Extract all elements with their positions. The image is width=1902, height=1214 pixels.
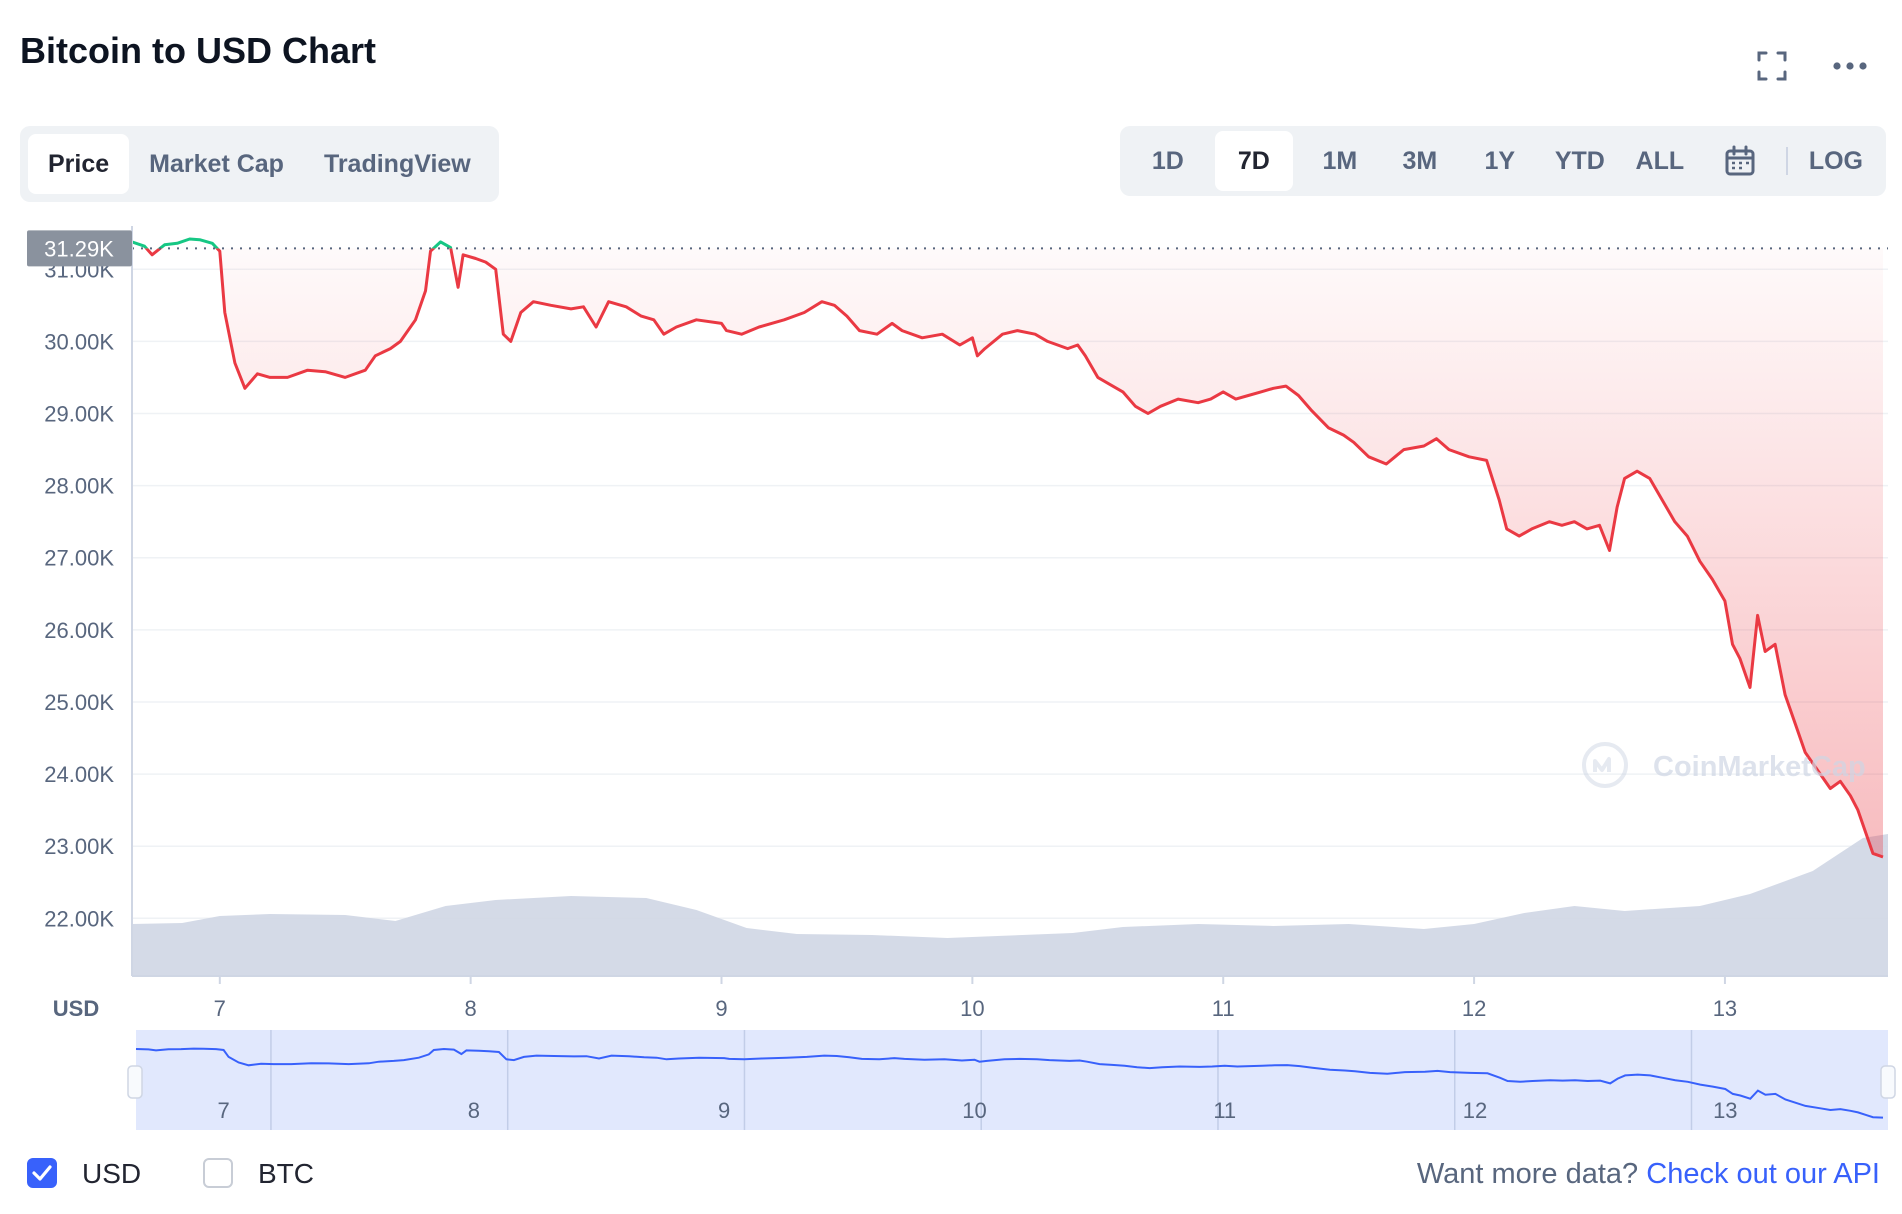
price-chart: 22.00K 23.00K 24.00K 25.00K 26.00K 27.00K 28.0… (27, 226, 1896, 1130)
range-7d-button[interactable]: 7D (1214, 131, 1293, 191)
reference-badge-label: 31.29K (44, 236, 114, 261)
x-tick-label: 12 (1462, 996, 1486, 1021)
tab-market-cap[interactable]: Market Cap (149, 149, 284, 178)
range-all-button[interactable]: ALL (1635, 146, 1685, 175)
y-tick-label: 25.00K (44, 690, 114, 715)
page-title: Bitcoin to USD Chart (20, 30, 376, 71)
navigator-tick-label: 10 (962, 1098, 986, 1123)
y-tick-label: 28.00K (44, 474, 114, 499)
navigator-range[interactable] (136, 1030, 1888, 1130)
range-3m-button[interactable]: 3M (1402, 146, 1438, 175)
x-tick-label: 9 (715, 996, 727, 1021)
coinmarketcap-watermark (1582, 742, 1628, 788)
volume-area (132, 834, 1888, 976)
range-1d-button[interactable]: 1D (1151, 146, 1184, 175)
fullscreen-icon (1757, 51, 1787, 81)
x-tick-label: 11 (1212, 996, 1235, 1021)
navigator-tick-label: 13 (1713, 1098, 1737, 1123)
y-tick-label: 23.00K (44, 834, 114, 859)
log-scale-button[interactable]: LOG (1808, 146, 1863, 175)
navigator-tick-label: 8 (468, 1098, 480, 1123)
usd-checkbox-label: USD (82, 1158, 142, 1189)
fullscreen-button[interactable] (1742, 36, 1802, 96)
reference-badge (27, 230, 132, 267)
price-series-line-below (144, 248, 1884, 859)
navigator-tick-label: 7 (217, 1098, 229, 1123)
x-tick-label: 13 (1713, 996, 1737, 1021)
x-tick-label: 10 (960, 996, 984, 1021)
checkmark-icon (32, 1165, 52, 1181)
api-link[interactable]: Check out our API (1646, 1158, 1880, 1190)
navigator-handle-right[interactable] (1880, 1065, 1896, 1099)
api-prompt-text: Want more data? (1416, 1158, 1639, 1190)
btc-checkbox-label: BTC (258, 1158, 314, 1189)
api-promo: Want more data? Check out our API (1417, 1158, 1880, 1191)
y-tick-label: 30.00K (44, 329, 114, 354)
range-1m-button[interactable]: 1M (1322, 146, 1358, 175)
usd-checkbox[interactable] (27, 1158, 57, 1188)
series-group (132, 237, 1884, 859)
y-tick-label: 26.00K (44, 618, 114, 643)
y-tick-label: 22.00K (44, 906, 114, 931)
navigator-tick-label: 11 (1213, 1098, 1236, 1123)
series-fill-below (132, 248, 1883, 857)
chart-view-tabs: Price Market Cap TradingView (20, 126, 499, 202)
range-divider (1785, 147, 1788, 175)
calendar-icon (1725, 145, 1755, 176)
y-tick-label: 29.00K (44, 402, 114, 427)
more-horizontal-icon (1833, 62, 1867, 70)
range-1y-button[interactable]: 1Y (1484, 146, 1516, 175)
navigator-tick-label: 9 (718, 1098, 730, 1123)
navigator-tick-label: 12 (1463, 1098, 1487, 1123)
tab-tradingview[interactable]: TradingView (323, 149, 471, 178)
more-options-button[interactable] (1820, 36, 1880, 96)
calendar-button[interactable] (1707, 131, 1773, 191)
y-tick-label: 27.00K (44, 546, 114, 571)
tab-price[interactable]: Price (28, 134, 130, 194)
navigator-handle-left[interactable] (127, 1065, 143, 1099)
range-ytd-button[interactable]: YTD (1554, 146, 1605, 175)
time-range-selector: 1D 7D 1M 3M 1Y YTD ALL LOG (1119, 126, 1886, 196)
y-tick-label: 24.00K (44, 762, 114, 787)
x-tick-label: 7 (214, 996, 226, 1021)
btc-checkbox[interactable] (203, 1158, 233, 1188)
navigator-series-line (135, 1047, 1884, 1119)
currency-toggles: USD BTC Want more data? Check out our AP… (0, 1150, 1902, 1200)
currency-axis-label: USD (53, 996, 99, 1021)
watermark-text: CoinMarketCap (1653, 751, 1866, 783)
x-tick-label: 8 (465, 996, 477, 1021)
